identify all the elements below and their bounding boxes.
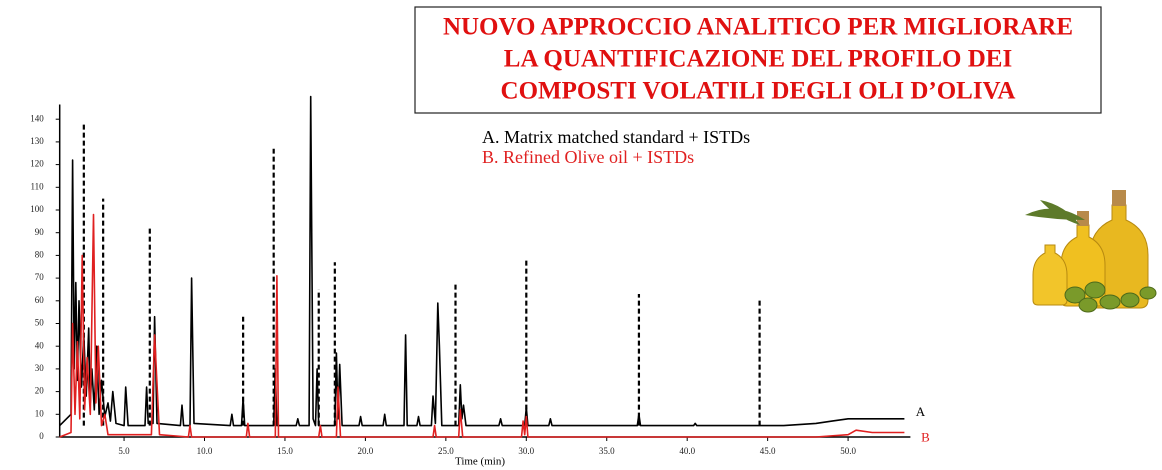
legend-entry: A. Matrix matched standard + ISTDs xyxy=(482,127,750,147)
y-tick-label: 60 xyxy=(35,295,45,305)
x-tick-label: 35.0 xyxy=(599,446,615,456)
y-tick-label: 80 xyxy=(35,249,45,259)
y-tick-label: 70 xyxy=(35,272,45,282)
y-tick-label: 0 xyxy=(39,431,44,441)
x-tick-label: 25.0 xyxy=(438,446,454,456)
x-tick-label: 45.0 xyxy=(760,446,776,456)
y-tick-label: 120 xyxy=(30,159,44,169)
x-tick-label: 10.0 xyxy=(197,446,213,456)
title-line: LA QUANTIFICAZIONE DEL PROFILO DEI xyxy=(504,46,1012,73)
trace-end-label: B xyxy=(921,429,930,444)
title-line: COMPOSTI VOLATILI DEGLI OLI D’OLIVA xyxy=(501,78,1016,105)
title-box xyxy=(414,6,1102,114)
y-tick-label: 40 xyxy=(35,340,45,350)
title-line: NUOVO APPROCCIO ANALITICO PER MIGLIORARE xyxy=(443,14,1073,41)
x-tick-label: 30.0 xyxy=(518,446,534,456)
x-tick-label: 15.0 xyxy=(277,446,293,456)
olive-oil-image xyxy=(1025,190,1157,313)
y-tick-label: 50 xyxy=(35,318,45,328)
y-tick-label: 10 xyxy=(35,408,45,418)
y-tick-label: 110 xyxy=(31,181,45,191)
x-tick-label: 50.0 xyxy=(840,446,856,456)
x-tick-label: 5.0 xyxy=(118,446,130,456)
y-tick-label: 20 xyxy=(35,386,45,396)
x-axis-label: Time (min) xyxy=(455,456,505,468)
x-tick-label: 20.0 xyxy=(358,446,374,456)
y-tick-label: 30 xyxy=(35,363,45,373)
trace xyxy=(59,213,905,438)
y-tick-label: 130 xyxy=(30,136,44,146)
trace-end-label: A xyxy=(916,404,926,419)
y-tick-label: 100 xyxy=(30,204,44,214)
y-tick-label: 90 xyxy=(35,227,45,237)
y-tick-label: 140 xyxy=(30,113,44,123)
x-tick-label: 40.0 xyxy=(679,446,695,456)
legend-entry: B. Refined Olive oil + ISTDs xyxy=(482,147,694,167)
